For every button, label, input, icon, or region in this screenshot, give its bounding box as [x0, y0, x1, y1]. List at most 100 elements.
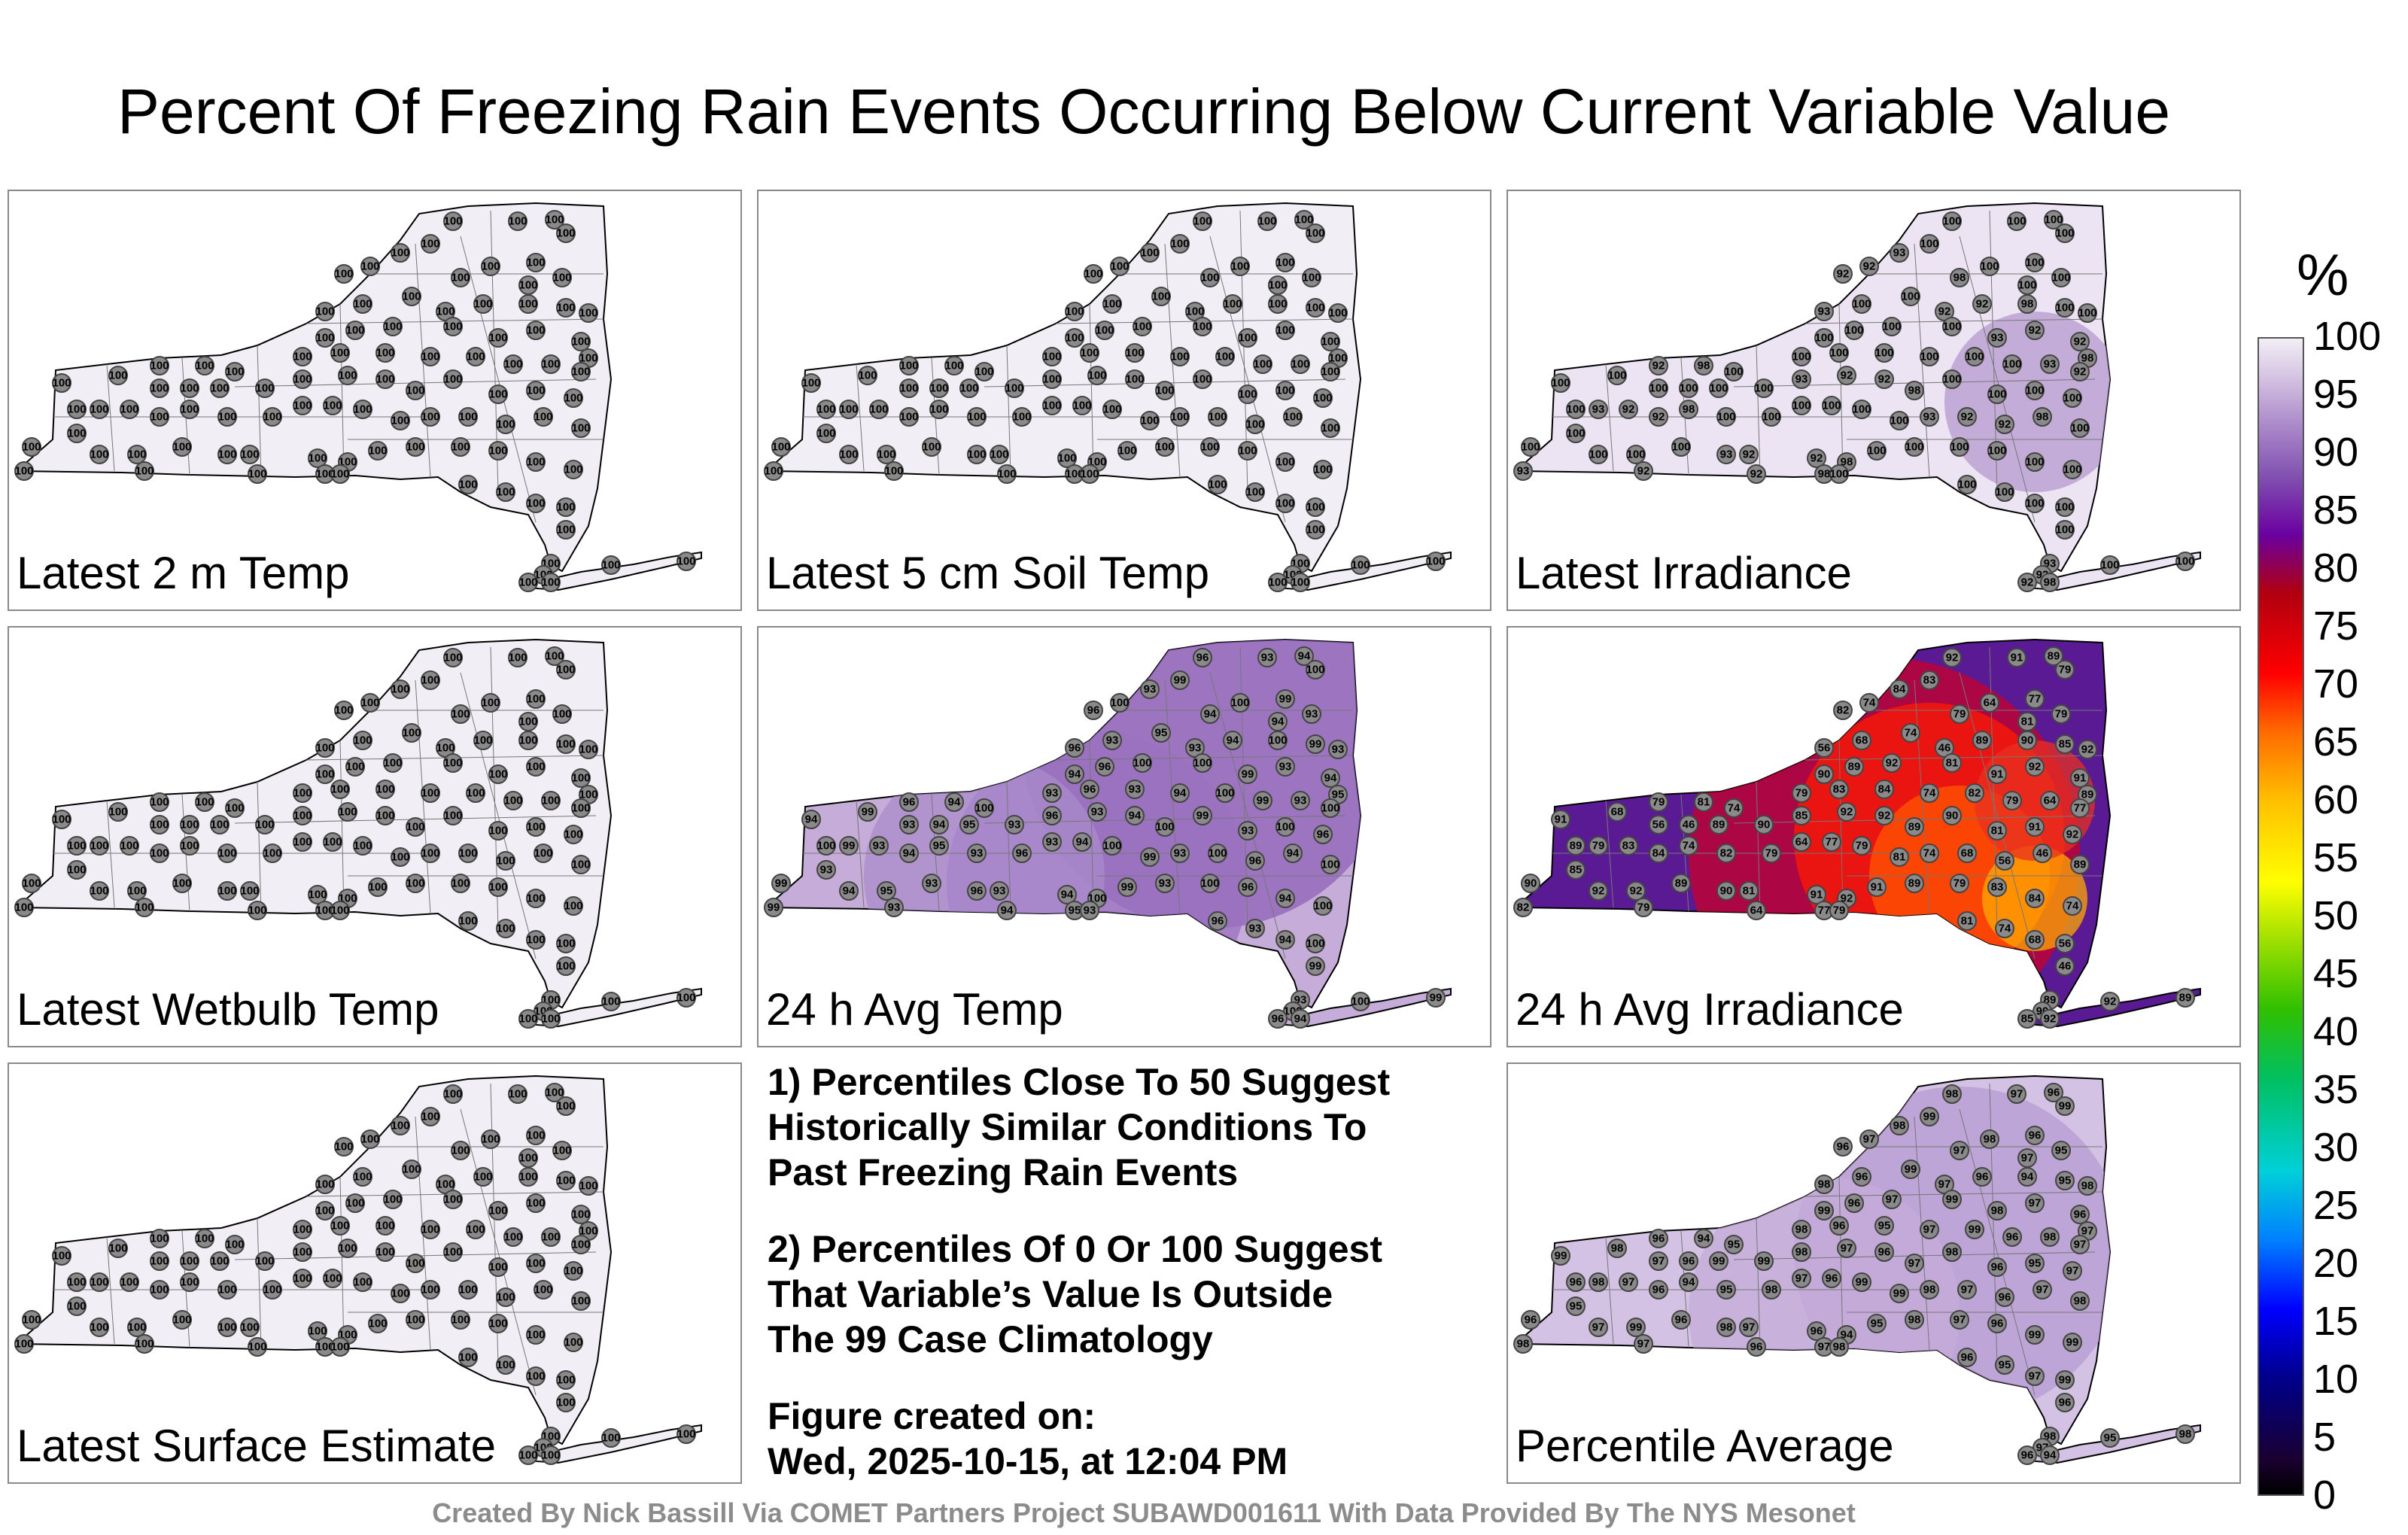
station-marker: 100	[150, 792, 169, 812]
station-dot	[1844, 1193, 1864, 1213]
station-dot	[108, 366, 128, 385]
station-value: 100	[406, 1257, 424, 1270]
station-dot	[884, 898, 904, 917]
station-dot	[2070, 1291, 2090, 1311]
station-dot	[1619, 400, 1638, 419]
station-dot	[1193, 369, 1212, 389]
station-dot	[52, 373, 71, 393]
station-marker: 100	[225, 1235, 245, 1254]
station-value: 99	[1242, 768, 1254, 781]
station-value: 100	[67, 427, 86, 440]
station-dot	[360, 1129, 380, 1149]
station-value: 100	[180, 403, 199, 416]
panel-label: Latest Wetbulb Temp	[17, 984, 439, 1035]
station-value: 100	[601, 559, 620, 572]
station-value: 100	[1253, 358, 1272, 371]
station-value: 100	[255, 1255, 274, 1268]
station-marker: 89	[1972, 731, 1992, 750]
station-value: 100	[541, 1449, 560, 1462]
station-value: 100	[1321, 422, 1339, 435]
station-value: 92	[1878, 810, 1891, 822]
station-marker: 100	[929, 400, 949, 419]
station-dot	[1792, 1242, 1811, 1262]
station-marker: 89	[1671, 874, 1691, 893]
station-marker: 95	[1867, 1314, 1887, 1333]
station-marker: 100	[552, 1141, 572, 1160]
station-value: 100	[571, 859, 590, 871]
station-value: 100	[353, 1276, 372, 1289]
station-dot	[1942, 211, 1962, 231]
station-marker: 81	[2017, 712, 2037, 731]
station-dot	[541, 1227, 561, 1247]
station-marker: 100	[248, 464, 267, 484]
station-value: 100	[1724, 366, 1743, 378]
station-dot	[1170, 347, 1190, 366]
colorbar-tick-label: 35	[2313, 1067, 2359, 1112]
station-dot	[1238, 385, 1257, 404]
station-marker: 100	[368, 1314, 388, 1333]
station-dot	[1294, 646, 1314, 666]
station-value: 100	[150, 796, 169, 809]
station-value: 100	[556, 524, 575, 536]
station-dot	[1208, 475, 1227, 494]
station-marker: 100	[22, 874, 41, 893]
station-value: 100	[552, 708, 571, 721]
station-value: 100	[1291, 358, 1309, 371]
station-dot	[1087, 802, 1107, 822]
station-dot	[217, 1280, 237, 1299]
station-value: 92	[1652, 411, 1665, 424]
station-dot	[1513, 461, 1533, 481]
station-marker: 100	[330, 780, 350, 799]
station-marker: 100	[1268, 573, 1288, 592]
station-marker: 100	[391, 847, 410, 867]
station-dot	[1874, 1216, 1894, 1236]
station-value: 79	[1856, 840, 1868, 853]
station-marker: 79	[1950, 874, 1969, 893]
station-value: 92	[1750, 468, 1763, 481]
station-value: 77	[1818, 904, 1831, 917]
station-dot	[135, 461, 154, 481]
station-marker: 98	[2040, 573, 2060, 592]
station-value: 100	[571, 336, 590, 348]
station-dot	[967, 843, 987, 863]
station-value: 95	[1871, 1318, 1884, 1330]
station-marker: 100	[545, 210, 564, 229]
county-line	[1089, 303, 1094, 476]
station-marker: 100	[458, 475, 478, 494]
station-value: 100	[526, 497, 545, 510]
station-marker: 94	[1065, 764, 1084, 784]
station-dot	[22, 874, 41, 893]
station-dot	[402, 723, 421, 743]
station-marker: 99	[2025, 1325, 2045, 1345]
station-dot	[1649, 356, 1668, 375]
station-dot	[899, 792, 919, 812]
station-marker: 100	[108, 802, 128, 822]
station-marker: 92	[1995, 415, 2014, 434]
station-marker: 100	[1844, 321, 1864, 340]
station-value: 99	[1818, 1205, 1831, 1217]
station-dot	[353, 1272, 372, 1292]
station-marker: 100	[518, 275, 538, 295]
station-marker: 100	[518, 294, 538, 314]
station-marker: 97	[1859, 1129, 1879, 1149]
station-marker: 100	[556, 298, 576, 318]
panel-latest-wetbulb-temp: 100 100 100 100 100 100 100 100 100 100 100 100 100 1…	[8, 626, 742, 1047]
station-dot	[1942, 1084, 1962, 1104]
station-value: 100	[1814, 332, 1833, 345]
station-value: 100	[172, 441, 191, 454]
station-value: 93	[1084, 904, 1096, 917]
station-dot	[1679, 836, 1698, 856]
station-value: 94	[948, 796, 961, 809]
station-marker: 92	[2100, 992, 2120, 1011]
station-marker: 100	[1867, 441, 1887, 460]
station-value: 97	[1886, 1193, 1899, 1206]
station-dot	[974, 362, 994, 381]
station-marker: 100	[458, 1280, 478, 1299]
station-value: 100	[443, 1088, 462, 1101]
station-value: 96	[971, 885, 984, 898]
station-marker: 100	[406, 381, 425, 400]
station-marker: 100	[330, 464, 350, 484]
station-marker: 100	[383, 753, 403, 773]
station-value: 90	[1758, 819, 1771, 831]
